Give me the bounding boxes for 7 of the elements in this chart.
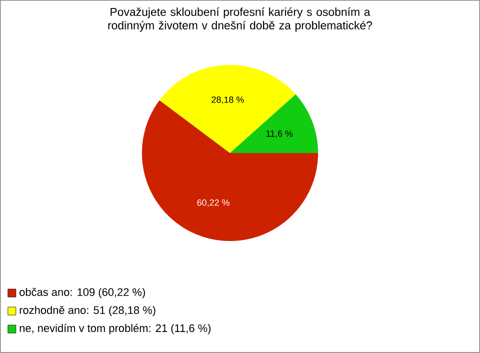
legend-label: občas ano: 109 (60,22 %): [20, 288, 145, 298]
chart-title: Považujete skloubení profesní kariéry s osobním a rodinným životem v dnešní době za problematické?: [108, 7, 372, 32]
legend-label: ne, nevidím v tom problém: 21 (11,6 %): [20, 324, 211, 334]
legend-label: rozhodně ano: 51 (28,18 %): [20, 306, 156, 316]
data-label: 28,18 %: [212, 96, 244, 104]
data-label: 60,22 %: [197, 199, 230, 207]
data-label: 11,6 %: [266, 130, 293, 138]
